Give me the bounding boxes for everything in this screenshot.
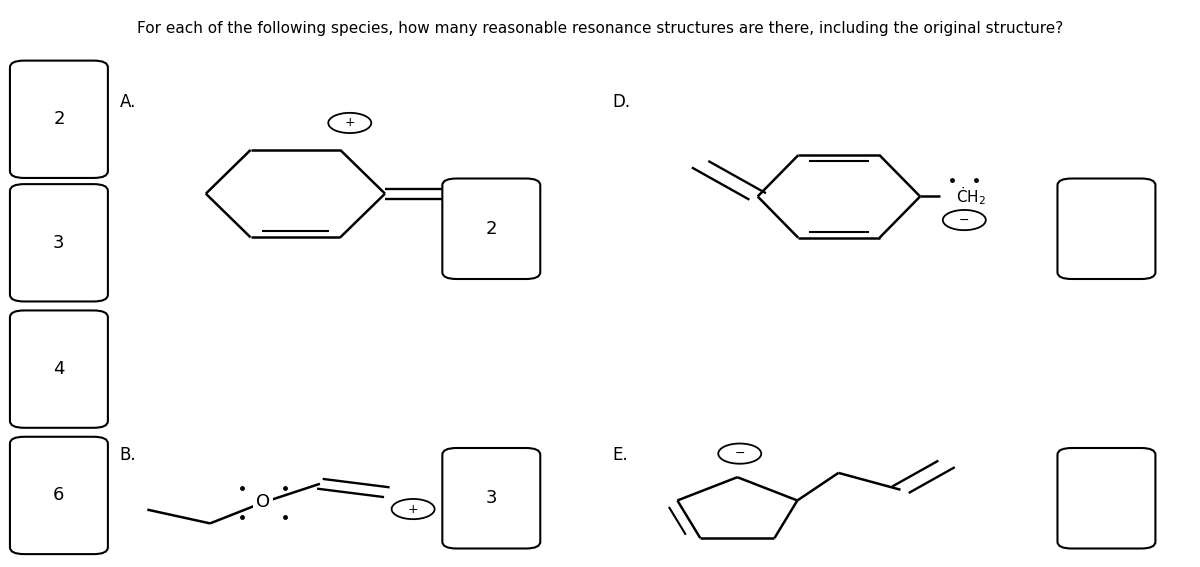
Text: 2: 2 xyxy=(486,220,497,238)
Text: ĊH$_2$: ĊH$_2$ xyxy=(956,184,986,207)
Text: −: − xyxy=(959,214,970,227)
Text: +: + xyxy=(408,502,419,515)
Text: 4: 4 xyxy=(53,360,65,378)
Text: B.: B. xyxy=(120,446,137,464)
Text: 3: 3 xyxy=(53,234,65,252)
Text: 2: 2 xyxy=(53,110,65,128)
Text: 6: 6 xyxy=(53,486,65,505)
FancyBboxPatch shape xyxy=(1057,179,1156,279)
Text: 3: 3 xyxy=(486,489,497,507)
FancyBboxPatch shape xyxy=(443,448,540,548)
Text: O: O xyxy=(256,493,270,511)
FancyBboxPatch shape xyxy=(10,61,108,178)
Text: For each of the following species, how many reasonable resonance structures are : For each of the following species, how m… xyxy=(137,21,1063,36)
Text: D.: D. xyxy=(612,92,630,111)
Text: A.: A. xyxy=(120,92,137,111)
FancyBboxPatch shape xyxy=(443,179,540,279)
Text: −: − xyxy=(734,447,745,460)
FancyBboxPatch shape xyxy=(1057,448,1156,548)
FancyBboxPatch shape xyxy=(10,437,108,554)
Text: +: + xyxy=(344,116,355,129)
FancyBboxPatch shape xyxy=(10,184,108,302)
FancyBboxPatch shape xyxy=(10,311,108,428)
Text: E.: E. xyxy=(612,446,628,464)
